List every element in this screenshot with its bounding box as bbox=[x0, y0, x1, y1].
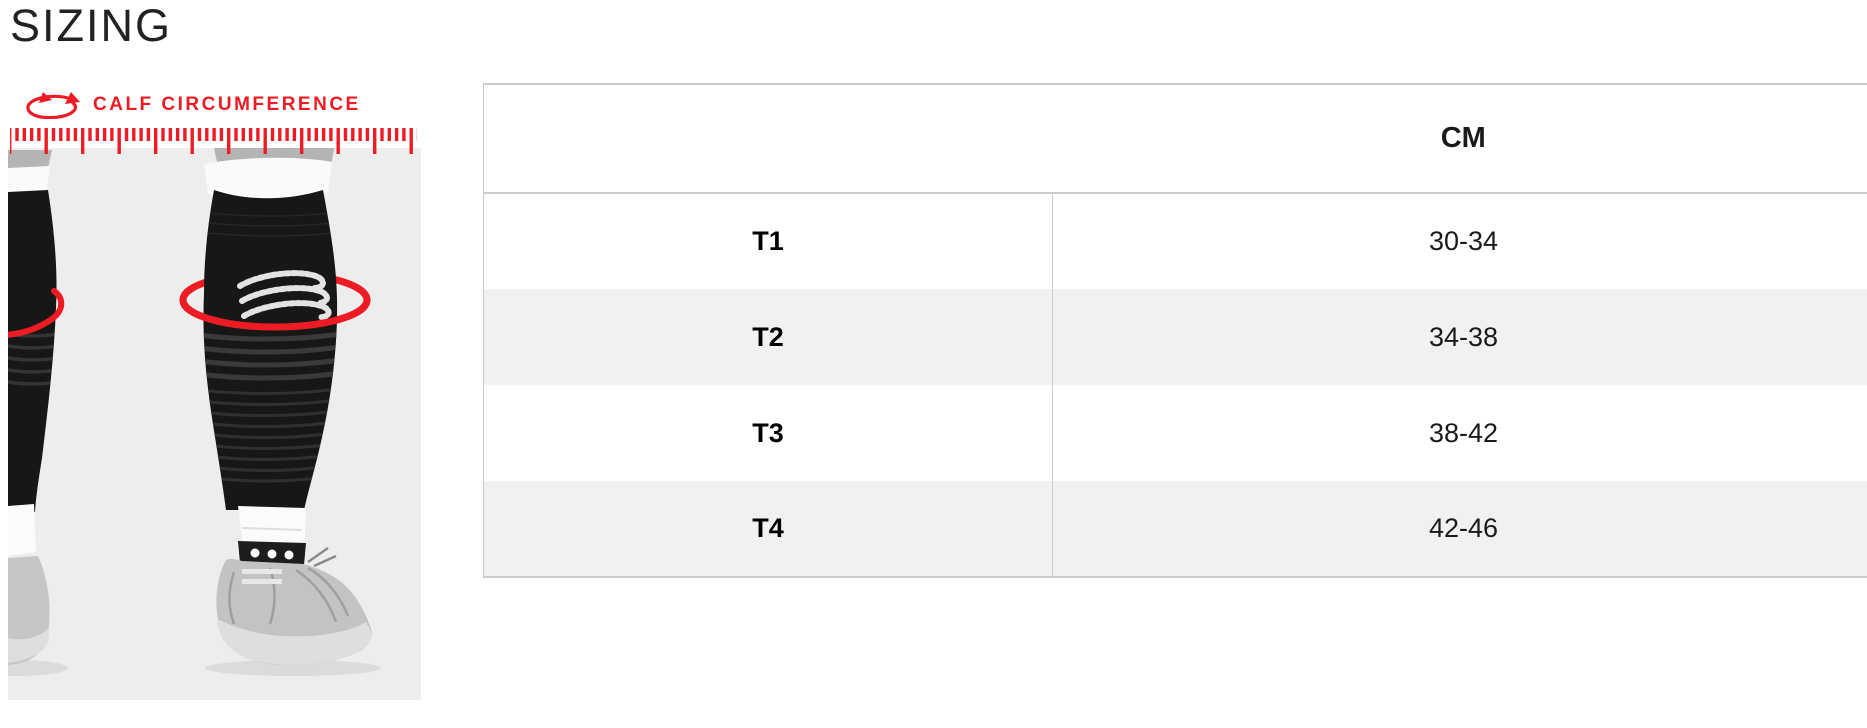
right-leg bbox=[179, 148, 372, 666]
sizing-figure: CALF CIRCUMFERENCE bbox=[8, 92, 421, 700]
value-t3-cm: 38-42 bbox=[1052, 385, 1867, 481]
value-t4-cm: 42-46 bbox=[1052, 481, 1867, 577]
value-t2-cm: 34-38 bbox=[1052, 289, 1867, 385]
sizing-table: CM T1 30-34 T2 34-38 T3 38-42 T4 42-46 bbox=[483, 83, 1867, 578]
table-row-t1: T1 30-34 bbox=[484, 193, 1867, 289]
header-empty-cell bbox=[483, 84, 1053, 194]
table-row-t2: T2 34-38 bbox=[483, 289, 1867, 385]
size-label-t4: T4 bbox=[752, 513, 784, 543]
size-label-t2: T2 bbox=[752, 321, 784, 352]
calf-circumference-label: CALF CIRCUMFERENCE bbox=[93, 94, 361, 115]
calf-circumference-label-row: CALF CIRCUMFERENCE bbox=[24, 92, 421, 119]
page-title: SIZING bbox=[10, 0, 173, 51]
measurement-ring-left bbox=[8, 288, 65, 338]
measurement-ring-right bbox=[179, 296, 371, 331]
value-t1-cm: 30-34 bbox=[1052, 193, 1867, 289]
header-unit-cm: CM bbox=[1052, 84, 1867, 194]
sizing-photo bbox=[8, 128, 421, 700]
table-row-t4: T4 42-46 bbox=[483, 481, 1867, 577]
size-label-t1: T1 bbox=[752, 226, 784, 256]
left-leg bbox=[8, 150, 65, 665]
ruler-graphic bbox=[10, 128, 417, 155]
table-header-row: CM bbox=[483, 84, 1867, 194]
size-label-t3: T3 bbox=[752, 417, 784, 448]
rotation-arrow-icon bbox=[26, 92, 80, 119]
brand-logo bbox=[237, 270, 332, 321]
table-row-t3: T3 38-42 bbox=[484, 385, 1867, 481]
